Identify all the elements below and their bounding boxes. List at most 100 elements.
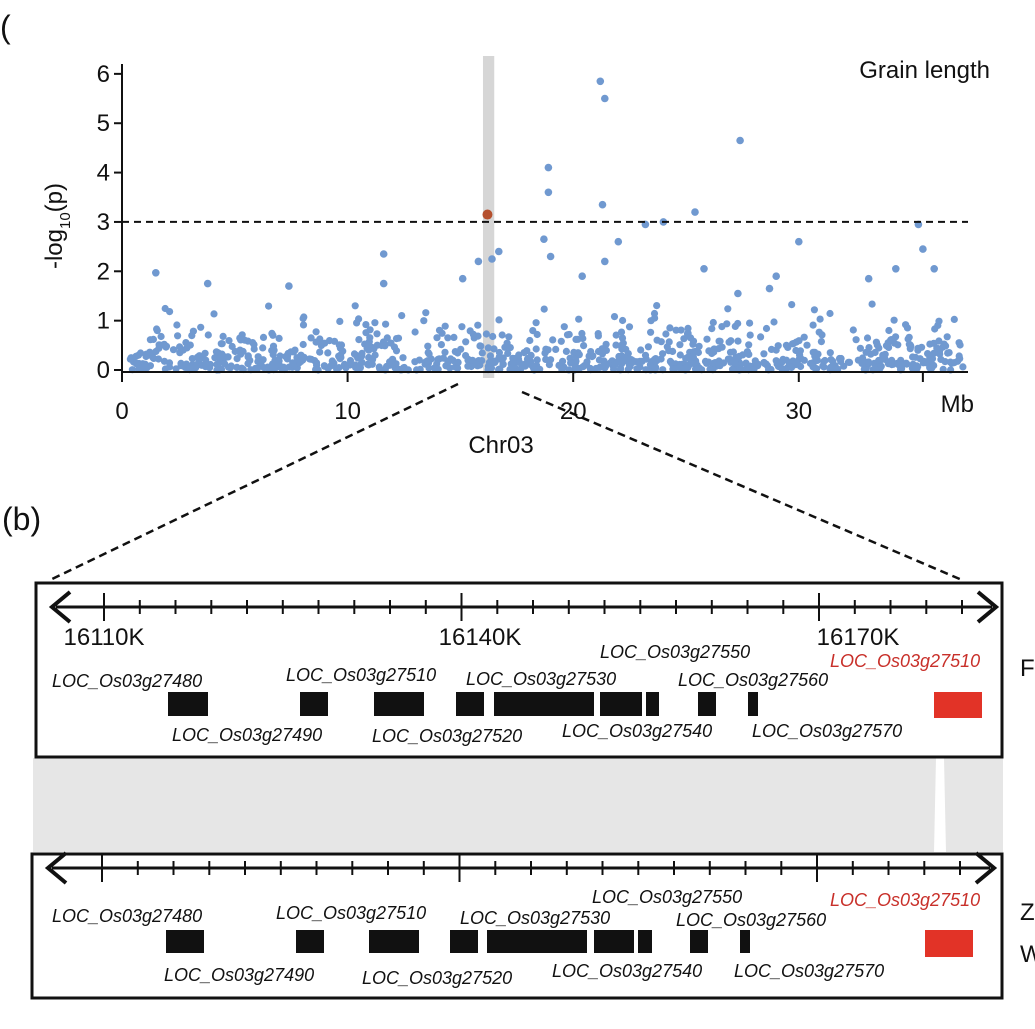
gene-label: LOC_Os03g27570 [752,721,902,741]
track-1-right-arrow [976,590,1000,624]
snp-point [189,327,197,335]
snp-point [382,362,391,371]
snp-point [489,332,497,341]
snp-point [689,340,697,348]
snp-point [578,329,586,338]
snp-point [931,325,939,333]
snp-point [339,347,347,355]
snp-point [916,355,924,363]
snp-point [955,339,963,347]
snp-point [399,354,407,362]
snp-point [913,365,921,373]
track-2-left-arrow [44,851,68,885]
snp-point [363,345,371,353]
snp-point [647,317,655,325]
snp-point [526,336,534,345]
snp-point [941,358,949,366]
gene-label: LOC_Os03g27490 [164,965,314,985]
snp-point [316,348,324,356]
snp-point [155,344,163,352]
snp-point [549,336,557,344]
snp-point [887,336,895,344]
snp-point [662,330,670,338]
snp-point [628,359,636,367]
snp-point [509,365,517,373]
snp-point [718,343,726,351]
snp-point [195,354,203,362]
snp-point [379,250,388,258]
snp-point [716,337,724,345]
snp-point [787,363,796,372]
snp-point [746,331,754,339]
snp-point [153,325,161,333]
snp-point [378,341,386,350]
snp-point [612,331,620,339]
gene-block-27540 [600,692,642,716]
snp-point [202,356,210,364]
gene-label: LOC_Os03g27560 [678,670,828,690]
snp-point [575,315,583,323]
track-1-frame [34,581,1004,759]
snp-point [864,274,873,283]
snp-point [390,343,399,351]
gene-block-27530 [487,930,587,953]
snp-point [788,340,797,348]
snp-point [885,326,893,335]
snp-point [250,345,258,353]
x-axis-unit: Mb [941,391,974,418]
gene-label: LOC_Os03g27520 [362,968,512,988]
snp-point [501,343,509,351]
snp-point [355,336,363,344]
snp-point [260,364,268,372]
snp-point [358,352,366,360]
x-tick-label: 10 [334,398,361,425]
gene-block-red [934,692,982,718]
snp-point [792,346,800,355]
snp-point [760,358,768,367]
snp-point [482,330,490,338]
y-label-log: -log [41,229,68,269]
y-tick-label: 6 [97,61,110,88]
snp-point [182,339,190,347]
snp-point [788,301,796,309]
snp-point [878,356,886,364]
snp-point [422,309,430,317]
snp-point [210,310,218,318]
snp-point [735,352,743,360]
gene-block-27550 [638,930,652,953]
snp-point [725,338,733,346]
snp-point [765,284,774,293]
snp-point [694,348,703,357]
gene-label-highlight: LOC_Os03g27510 [830,651,980,671]
snp-point [675,364,683,372]
snp-point [773,360,781,368]
snp-point [837,357,845,366]
track-2-right-arrow [974,851,998,885]
snp-point [583,358,591,366]
gene-block-27520 [456,692,484,716]
snp-point [612,341,620,349]
gene-label: LOC_Os03g27540 [552,961,702,981]
snp-point [565,330,573,339]
snp-point [959,363,967,371]
y-label-subscript: 10 [57,212,74,229]
snp-point [299,321,308,329]
snp-point [425,350,433,358]
gene-block-27560 [690,930,708,953]
snp-point [617,328,626,336]
snp-point [715,360,723,368]
snp-point [353,319,361,327]
snp-point [700,265,708,273]
track-1-left-arrow [48,590,72,624]
snp-point [197,323,205,331]
snp-point [488,255,496,263]
snp-point [724,305,732,313]
snp-point [865,344,873,352]
gene-block-27480 [168,692,208,716]
gene-block-27560 [698,692,716,716]
snp-point [546,252,555,261]
snp-point [350,350,359,358]
x-axis-label: Chr03 [468,432,533,459]
snp-point [454,364,462,372]
snp-point [815,328,823,336]
